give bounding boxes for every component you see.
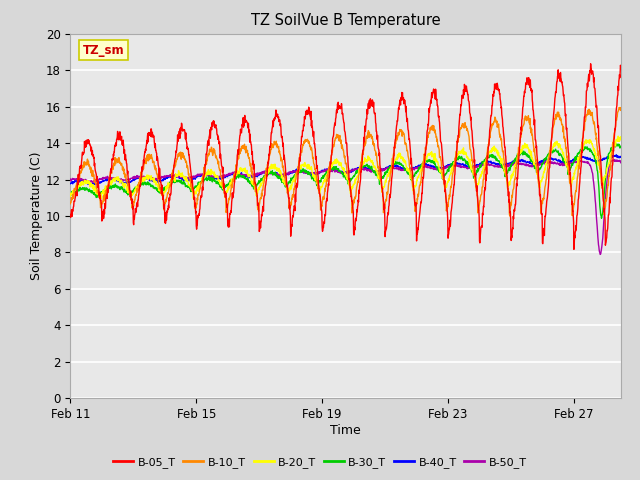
Y-axis label: Soil Temperature (C): Soil Temperature (C)	[30, 152, 43, 280]
Title: TZ SoilVue B Temperature: TZ SoilVue B Temperature	[251, 13, 440, 28]
X-axis label: Time: Time	[330, 424, 361, 437]
Text: TZ_sm: TZ_sm	[83, 44, 124, 57]
Legend: B-05_T, B-10_T, B-20_T, B-30_T, B-40_T, B-50_T: B-05_T, B-10_T, B-20_T, B-30_T, B-40_T, …	[109, 452, 531, 472]
